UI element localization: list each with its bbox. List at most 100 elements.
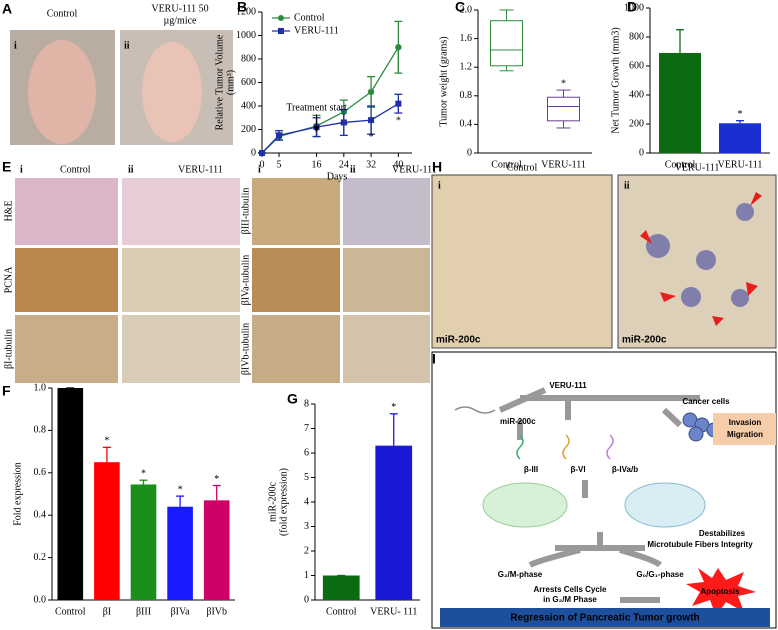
annotation: * [396, 116, 401, 127]
stain-spots [646, 203, 754, 307]
photo [431, 174, 613, 349]
y-tick-label: 8 [304, 398, 309, 409]
y-tick-label: 0.8 [34, 425, 47, 436]
y-tick-label: 1.6 [460, 33, 473, 44]
photo [15, 178, 118, 245]
panel-label: D [627, 0, 637, 15]
y-tick-label: 1000 [624, 2, 644, 13]
label: miR-200c [500, 417, 536, 426]
label: Control [47, 8, 78, 19]
y-tick-label: 0.2 [34, 552, 47, 563]
annotation: Treatment start [286, 103, 347, 114]
label: Control [60, 164, 91, 175]
photo [122, 178, 240, 245]
series-line [261, 46, 399, 154]
y-tick-label: 7 [304, 423, 309, 434]
annotation: * [141, 469, 146, 480]
marker [340, 119, 347, 126]
axis-label: (fold expression) [278, 468, 289, 536]
label: Invasion [729, 418, 762, 427]
microtubules [482, 482, 706, 528]
label: ii [128, 164, 134, 175]
y-tick-label: 0 [304, 594, 309, 605]
bar [322, 575, 360, 600]
box [547, 96, 580, 122]
panel-label: H [432, 159, 442, 175]
photo [343, 248, 430, 312]
annotation: * [561, 78, 566, 89]
photo [617, 174, 777, 349]
y-tick-label: 3 [304, 521, 309, 532]
photo [252, 178, 340, 245]
axis-label: βI-tubulin [3, 329, 14, 369]
y-tick-label: 400 [629, 89, 644, 100]
label: G₂/M-phase [498, 570, 543, 579]
x-tick-label: βIII [136, 606, 151, 617]
box [490, 20, 523, 67]
histology-grid [15, 178, 430, 383]
mouse [142, 42, 202, 142]
annotation: * [369, 132, 374, 143]
bar [94, 462, 120, 600]
photo [252, 248, 340, 312]
y-tick-label: 400 [241, 100, 256, 111]
label: ii [350, 164, 356, 175]
banner [440, 608, 770, 627]
y-tick-label: 4 [304, 496, 309, 507]
x-tick-label: Control [55, 606, 86, 617]
label: Apoptosis [700, 587, 740, 596]
bar [659, 52, 701, 154]
axis-label: Relative Tumor Volume [214, 34, 225, 130]
y-tick-label: 200 [241, 124, 256, 135]
annotation: * [178, 484, 183, 495]
axis-label: PCNA [3, 266, 14, 293]
label: ii [124, 40, 130, 51]
y-tick-label: 1000 [236, 30, 256, 41]
panel-label: I [432, 351, 436, 367]
axis-label: (mm³) [225, 70, 236, 95]
marker [259, 150, 265, 156]
marker [276, 132, 283, 139]
x-tick-label: βIVa [171, 606, 191, 617]
photo [122, 315, 240, 383]
x-tick-label: VERU- 111 [370, 606, 417, 617]
y-tick-label: 0 [467, 147, 472, 158]
label: Destabilizes [699, 529, 746, 538]
label: VERU-111 [549, 381, 587, 390]
label: VERU-111 [178, 164, 223, 175]
photo [252, 315, 340, 383]
photo [15, 315, 118, 383]
x-tick-label: VERU-111 [541, 159, 586, 170]
apoptosis-burst [686, 568, 756, 616]
bar [167, 506, 193, 600]
label: Regression of Pancreatic Tumor growth [510, 613, 699, 624]
photo [343, 315, 430, 383]
x-tick-label: Control [665, 159, 696, 170]
invasion-box [713, 413, 776, 445]
bar [57, 388, 84, 600]
bar [130, 484, 157, 600]
axis-label: βIVa-tubulin [240, 255, 251, 306]
label: i [14, 40, 17, 51]
y-tick-label: 0.4 [34, 509, 47, 520]
x-tick-label: Control [491, 159, 522, 170]
y-tick-label: 800 [241, 53, 256, 64]
y-tick-label: 1 [304, 570, 309, 581]
x-tick-label: 0 [260, 159, 265, 170]
y-tick-label: 5 [304, 472, 309, 483]
annotation: * [104, 436, 109, 447]
photo [343, 178, 430, 245]
photo [15, 248, 118, 312]
label: i [438, 180, 441, 191]
y-tick-label: 0 [251, 147, 256, 158]
label: β-IVa/b [612, 465, 638, 474]
tubulin-coils [454, 406, 614, 460]
label: µg/mice [164, 15, 198, 26]
y-tick-label: 0.6 [34, 467, 47, 478]
label: Migration [727, 430, 763, 439]
panel-label: A [2, 1, 12, 17]
legend-marker [278, 15, 284, 21]
label: i [258, 164, 261, 175]
axis-label: βIVb-tubulin [240, 323, 251, 375]
label: Control [507, 162, 538, 173]
